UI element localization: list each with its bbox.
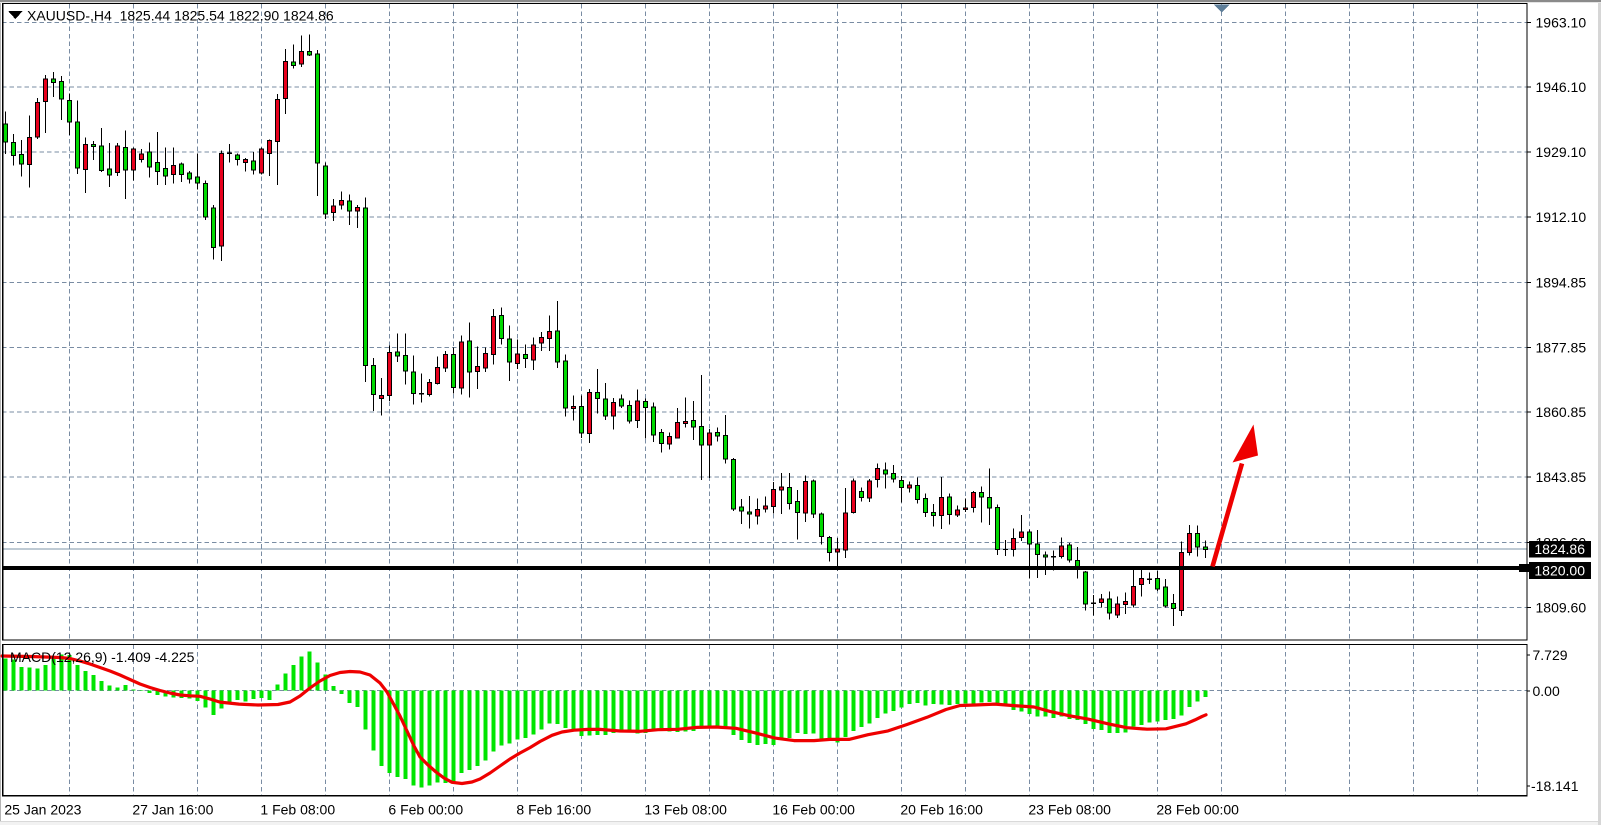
svg-text:7.729: 7.729 [1533, 647, 1568, 663]
svg-text:-18.141: -18.141 [1531, 778, 1579, 794]
svg-text:27 Jan 16:00: 27 Jan 16:00 [132, 802, 213, 818]
svg-text:16 Feb 00:00: 16 Feb 00:00 [772, 802, 855, 818]
svg-text:0.00: 0.00 [1533, 683, 1560, 699]
svg-text:1946.10: 1946.10 [1536, 79, 1587, 95]
svg-text:1929.10: 1929.10 [1536, 144, 1587, 160]
svg-text:MACD(12,26,9) -1.409 -4.225: MACD(12,26,9) -1.409 -4.225 [10, 649, 195, 665]
svg-text:20 Feb 16:00: 20 Feb 16:00 [900, 802, 983, 818]
svg-text:1912.10: 1912.10 [1536, 209, 1587, 225]
svg-text:1894.85: 1894.85 [1536, 275, 1587, 291]
svg-text:XAUUSD-,H4 1825.44 1825.54 18: XAUUSD-,H4 1825.44 1825.54 1822.90 1824.… [27, 7, 334, 23]
svg-text:1877.85: 1877.85 [1536, 339, 1587, 355]
svg-text:1809.60: 1809.60 [1536, 599, 1587, 615]
svg-text:1963.10: 1963.10 [1536, 14, 1587, 30]
svg-text:23 Feb 08:00: 23 Feb 08:00 [1028, 802, 1111, 818]
svg-text:1843.85: 1843.85 [1536, 469, 1587, 485]
svg-text:8 Feb 16:00: 8 Feb 16:00 [516, 802, 591, 818]
svg-text:13 Feb 08:00: 13 Feb 08:00 [644, 802, 727, 818]
svg-text:1824.86: 1824.86 [1534, 541, 1585, 557]
svg-text:1860.85: 1860.85 [1536, 404, 1587, 420]
svg-text:28 Feb 00:00: 28 Feb 00:00 [1156, 802, 1239, 818]
svg-text:1820.00: 1820.00 [1534, 562, 1585, 578]
svg-text:25 Jan 2023: 25 Jan 2023 [4, 802, 81, 818]
svg-text:6 Feb 00:00: 6 Feb 00:00 [388, 802, 463, 818]
svg-text:1 Feb 08:00: 1 Feb 08:00 [260, 802, 335, 818]
